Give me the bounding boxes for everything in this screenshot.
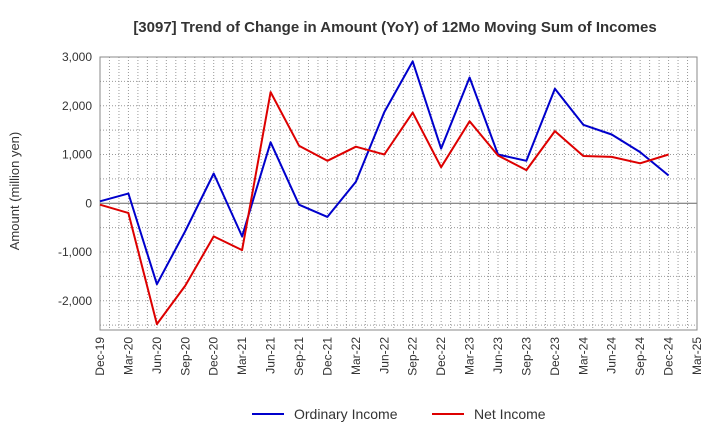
x-tick-label: Sep-22 — [406, 337, 420, 376]
series-line-ordinary-income — [99, 60, 670, 286]
series-line-net-income — [99, 91, 669, 326]
plot-frame — [99, 56, 698, 331]
axes — [99, 56, 698, 331]
x-tick-label: Sep-24 — [633, 337, 647, 376]
chart-title: [3097] Trend of Change in Amount (YoY) o… — [133, 19, 656, 36]
series-lines — [99, 60, 670, 326]
legend: Ordinary Income Net Income — [252, 406, 546, 422]
x-tick-label: Jun-23 — [491, 337, 505, 374]
x-tick-label: Mar-24 — [576, 337, 590, 375]
x-tick-label: Dec-22 — [434, 337, 448, 376]
x-tick-label: Jun-21 — [264, 337, 278, 374]
x-tick-label: Mar-22 — [349, 337, 363, 375]
y-tick-label: 1,000 — [62, 148, 92, 162]
x-tick-label: Mar-23 — [463, 337, 477, 375]
y-axis-label: Amount (million yen) — [7, 132, 22, 251]
y-tick-labels: 3,000 2,000 1,000 0 -1,000 -2,000 — [58, 50, 92, 308]
y-tick-label: 0 — [85, 196, 92, 210]
x-tick-label: Dec-23 — [548, 337, 562, 376]
y-tick-label: 3,000 — [62, 50, 92, 64]
x-tick-label: Dec-24 — [662, 337, 676, 376]
legend-label-ordinary-income: Ordinary Income — [294, 406, 398, 422]
x-tick-label: Dec-21 — [320, 337, 334, 376]
x-tick-label: Dec-19 — [93, 337, 107, 376]
x-tick-label: Mar-20 — [121, 337, 135, 375]
y-tick-label: 2,000 — [62, 99, 92, 113]
x-tick-labels: Dec-19 Mar-20 Jun-20 Sep-20 Dec-20 Mar-21 Jun-… — [93, 337, 704, 376]
x-tick-label: Sep-23 — [519, 337, 533, 376]
x-tick-label: Jun-22 — [377, 337, 391, 374]
x-tick-label: Jun-24 — [605, 337, 619, 374]
y-tick-label: -1,000 — [58, 245, 92, 259]
x-tick-label: Mar-21 — [235, 337, 249, 375]
x-tick-label: Sep-21 — [292, 337, 306, 376]
grid — [100, 56, 697, 330]
legend-label-net-income: Net Income — [474, 406, 546, 422]
x-tick-label: Sep-20 — [178, 337, 192, 376]
y-tick-label: -2,000 — [58, 294, 92, 308]
x-tick-label: Mar-25 — [690, 337, 704, 375]
x-tick-label: Jun-20 — [150, 337, 164, 374]
x-tick-label: Dec-20 — [207, 337, 221, 376]
